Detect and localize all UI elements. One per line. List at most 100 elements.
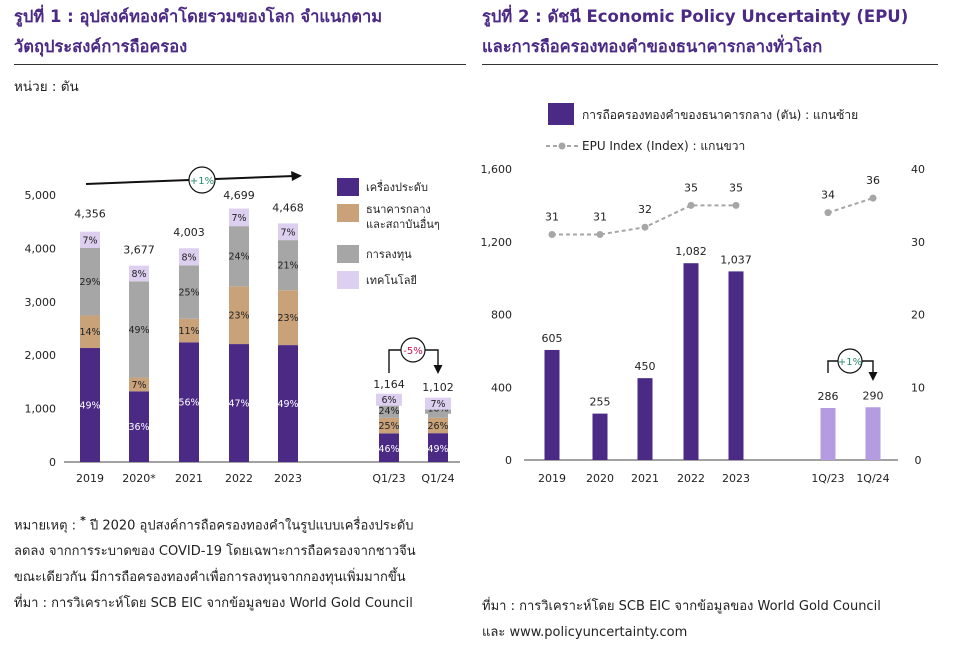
- growth-arrow-head: [291, 171, 302, 181]
- epu-value-label: 35: [684, 181, 698, 194]
- y-tick-label: 3,000: [25, 296, 57, 309]
- segment-label-box: [425, 397, 451, 410]
- bar-total-label: 4,003: [173, 226, 205, 239]
- figure-1-panel: รูปที่ 1 : อุปสงค์ทองคำโดยรวมของโลก จำแน…: [14, 0, 466, 658]
- legend-marker-epu: [558, 142, 566, 150]
- bar-segment: [179, 265, 199, 319]
- y-right-tick-label: 30: [911, 236, 925, 249]
- legend-label: ธนาคารกลาง: [366, 203, 431, 216]
- bar-segment: [129, 265, 149, 282]
- bar: [544, 349, 560, 460]
- epu-value-label: 32: [638, 203, 652, 216]
- legend-label: และสถาบันอื่นๆ: [366, 216, 440, 231]
- bar-segment: [229, 344, 249, 462]
- bar-value-label: 1,037: [720, 253, 752, 266]
- legend-label: เครื่องประดับ: [366, 179, 428, 194]
- epu-point: [732, 201, 740, 209]
- figure-2-title-line2: และการถือครองทองคำของธนาคารกลางทั่วโลก: [482, 37, 823, 56]
- x-tick-label: Q1/24: [421, 472, 454, 485]
- segment-label: 7%: [430, 399, 445, 410]
- segment-label: 49%: [277, 399, 298, 410]
- segment-label: 8%: [131, 269, 146, 280]
- bar-segment: [379, 402, 399, 418]
- y-right-tick-label: 0: [915, 454, 922, 467]
- legend-swatch: [337, 245, 359, 263]
- y-left-tick-label: 1,600: [481, 163, 513, 176]
- figure-1-source: ที่มา : การวิเคราะห์โดย SCB EIC จากข้อมู…: [14, 596, 413, 612]
- bar-segment: [278, 240, 298, 291]
- bar-segment: [428, 417, 448, 434]
- figure-2-notes: ที่มา : การวิเคราะห์โดย SCB EIC จากข้อมู…: [482, 594, 938, 646]
- growth-badge-label: +1%: [190, 176, 214, 187]
- bar-segment: [278, 290, 298, 346]
- x-tick-label: Q1/23: [372, 472, 405, 485]
- bar-segment: [129, 391, 149, 462]
- epu-point: [687, 201, 695, 209]
- figure-1-title-rule: [14, 64, 466, 65]
- epu-point: [641, 223, 649, 231]
- bar-segment: [229, 226, 249, 287]
- figure-2-panel: รูปที่ 2 : ดัชนี Economic Policy Uncerta…: [481, 0, 938, 658]
- bar-segment: [80, 315, 100, 349]
- chart-2-svg: การถือครองทองคำของธนาคารกลาง (ตัน) : แกน…: [481, 103, 925, 485]
- bar: [683, 263, 699, 460]
- segment-label: 29%: [79, 277, 100, 288]
- y-tick-label: 4,000: [25, 242, 57, 255]
- note-line-3: ขณะเดียวกัน มีการถือครองทองคำเพื่อการลงท…: [14, 570, 406, 586]
- y-tick-label: 1,000: [25, 403, 57, 416]
- epu-value-label: 31: [593, 210, 607, 223]
- x-tick-label: 2020: [586, 472, 614, 485]
- segment-label: 46%: [378, 444, 399, 455]
- bar-segment: [80, 231, 100, 248]
- epu-point: [548, 230, 556, 238]
- segment-label: 11%: [178, 326, 199, 337]
- bar-total-label: 1,164: [373, 378, 405, 391]
- epu-point: [869, 194, 877, 202]
- bar-segment: [428, 433, 448, 462]
- legend-label: เทคโนโลยี: [366, 273, 417, 287]
- figure-2-title: รูปที่ 2 : ดัชนี Economic Policy Uncerta…: [482, 2, 938, 62]
- bar-total-label: 3,677: [123, 244, 155, 257]
- bar-segment: [80, 348, 100, 462]
- legend-swatch: [337, 178, 359, 196]
- bar-segment: [278, 345, 298, 462]
- bar: [637, 378, 653, 460]
- x-tick-label: 2022: [225, 472, 253, 485]
- x-tick-label: 2022: [677, 472, 705, 485]
- segment-label: 49%: [427, 444, 448, 455]
- bar-total-label: 4,699: [223, 189, 255, 202]
- bar-value-label: 450: [635, 360, 656, 373]
- segment-label: 7%: [131, 380, 146, 391]
- epu-value-label: 34: [821, 189, 835, 202]
- bar-total-label: 1,102: [422, 381, 454, 394]
- segment-label: 24%: [228, 252, 249, 263]
- bar-total-label: 4,356: [74, 207, 106, 220]
- bar-value-label: 286: [818, 390, 839, 403]
- note-text-1: ปี 2020 อุปสงค์การถือครองทองคำในรูปแบบเค…: [85, 518, 414, 534]
- growth-badge: [188, 166, 216, 194]
- segment-label: 21%: [277, 261, 298, 272]
- y-right-tick-label: 40: [911, 163, 925, 176]
- x-tick-label: 2021: [631, 472, 659, 485]
- segment-label: 56%: [178, 398, 199, 409]
- segment-label: 14%: [79, 327, 100, 338]
- legend-swatch-bars: [548, 103, 574, 125]
- y-tick-label: 5,000: [25, 189, 57, 202]
- legend-swatch: [337, 271, 359, 289]
- legend-swatch: [337, 204, 359, 222]
- figure-1-title-line2: วัตถุประสงค์การถือครอง: [14, 37, 188, 56]
- y-right-tick-label: 10: [911, 381, 925, 394]
- figure-1-unit: หน่วย : ตัน: [14, 79, 79, 95]
- x-tick-label: 2023: [722, 472, 750, 485]
- epu-value-label: 36: [866, 174, 880, 187]
- epu-point: [824, 209, 832, 217]
- figure-2-title-line1: รูปที่ 2 : ดัชนี Economic Policy Uncerta…: [482, 7, 909, 26]
- bar: [865, 407, 881, 460]
- bar: [728, 271, 744, 460]
- bar-value-label: 290: [863, 389, 884, 402]
- segment-label: 23%: [228, 311, 249, 322]
- bar-value-label: 1,082: [675, 245, 707, 258]
- figure-1-notes: หมายเหตุ : * ปี 2020 อุปสงค์การถือครองทอ…: [14, 508, 466, 617]
- segment-label: 26%: [427, 421, 448, 432]
- q1-arrow-head: [433, 365, 443, 374]
